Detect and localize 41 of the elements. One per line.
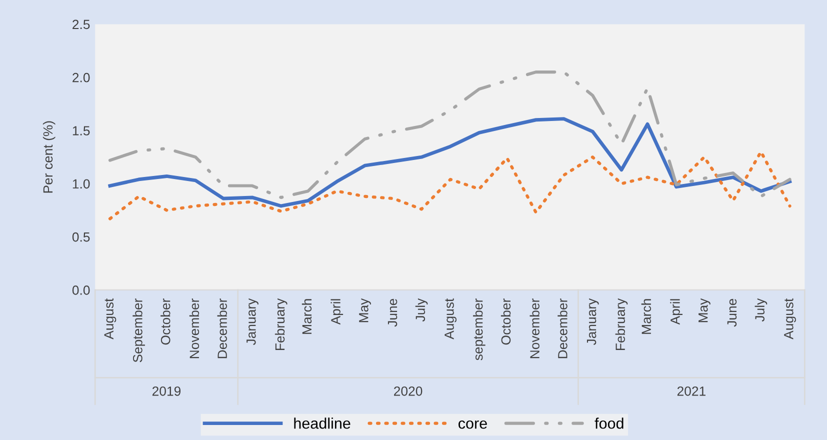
y-tick-label: 1.0 [72, 179, 90, 189]
x-tick-label: August [784, 298, 796, 340]
y-tick-label: 0.5 [72, 232, 90, 242]
text: 2020 [394, 386, 422, 396]
text: 2021 [677, 386, 706, 396]
y-tick-label: 2.5 [72, 20, 90, 30]
line-series [108, 150, 792, 220]
x-tick-label: July [754, 298, 768, 322]
legend-label: food [594, 418, 624, 429]
y-tick-label: 1.5 [72, 126, 90, 136]
legend-label: core [458, 420, 487, 429]
y-tick-label: 0.0 [72, 286, 90, 295]
x-tick-label: June [727, 298, 737, 327]
x-tick-label: December [558, 298, 568, 358]
x-tick-label: July [415, 298, 428, 322]
line-series [108, 70, 792, 200]
line-series [108, 117, 792, 208]
x-tick-label: June [388, 298, 398, 327]
x-tick-label: January [246, 298, 258, 346]
x-tick-label: December [217, 298, 227, 358]
y-axis-title: Per cent (%) [42, 121, 56, 193]
x-tick-label: January [586, 298, 599, 346]
text: 2019 [152, 386, 181, 396]
x-tick-label: April [330, 299, 344, 325]
x-tick-label: september [473, 298, 486, 360]
x-tick-label: August [104, 298, 116, 340]
x-tick-label: March [641, 299, 652, 334]
x-tick-label: February [274, 298, 288, 350]
x-tick-label: March [302, 299, 312, 334]
x-tick-label: October [500, 298, 511, 345]
x-tick-label: November [530, 298, 540, 358]
x-tick-label: February [615, 298, 628, 350]
x-tick-label: August [444, 298, 457, 340]
x-tick-label: May [698, 298, 710, 322]
x-tick-label: April [670, 299, 682, 325]
x-tick-label: May [359, 298, 371, 322]
x-tick-label: November [189, 298, 200, 358]
legend-label: headline [294, 418, 350, 429]
x-tick-label: September [132, 298, 145, 362]
x-tick-label: October [160, 298, 170, 345]
y-tick-label: 2.0 [72, 72, 90, 82]
